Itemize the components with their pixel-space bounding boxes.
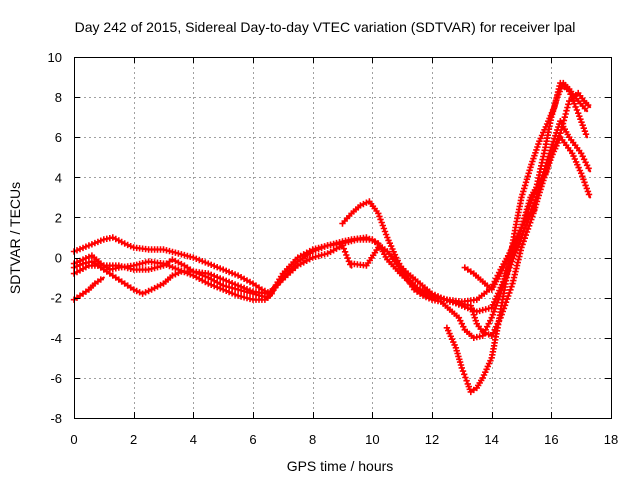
grid: [74, 57, 611, 418]
x-tick-label: 4: [190, 432, 197, 447]
x-tick-label: 16: [544, 432, 558, 447]
series-layer: [70, 79, 593, 396]
series-markers: [348, 134, 593, 339]
x-tick-label: 0: [70, 432, 77, 447]
y-tick-label: 4: [55, 170, 62, 185]
series-8: [70, 276, 105, 303]
x-tick-label: 18: [604, 432, 618, 447]
y-tick-label: 2: [55, 210, 62, 225]
x-tick-label: 8: [309, 432, 316, 447]
x-axis-label: GPS time / hours: [287, 458, 394, 474]
x-tick-label: 14: [484, 432, 498, 447]
x-tick-label: 6: [249, 432, 256, 447]
y-tick-label: -6: [50, 371, 62, 386]
axis-ticks: 0 2 4 6 8 10 12 14 16 18 -8 -6 -4 -2 0 2 4 6 8 10: [48, 50, 619, 447]
x-tick-label: 10: [365, 432, 379, 447]
series-markers: [461, 208, 537, 293]
series-7: [461, 208, 538, 293]
chart-title: Day 242 of 2015, Sidereal Day-to-day VTE…: [75, 19, 576, 35]
y-tick-label: 6: [55, 130, 62, 145]
y-tick-label: -8: [50, 411, 62, 426]
y-tick-label: -2: [50, 291, 62, 306]
y-tick-label: 0: [55, 251, 62, 266]
y-axis-label: SDTVAR / TECUs: [7, 182, 23, 294]
x-tick-label: 2: [130, 432, 137, 447]
series-4: [348, 134, 593, 339]
y-tick-label: -4: [50, 331, 62, 346]
x-tick-label: 12: [425, 432, 439, 447]
series-markers: [70, 118, 592, 315]
y-tick-label: 10: [48, 50, 62, 65]
y-tick-label: 8: [55, 90, 62, 105]
plot-frame: [74, 57, 612, 419]
series-2: [70, 118, 592, 315]
series-markers: [443, 79, 590, 396]
